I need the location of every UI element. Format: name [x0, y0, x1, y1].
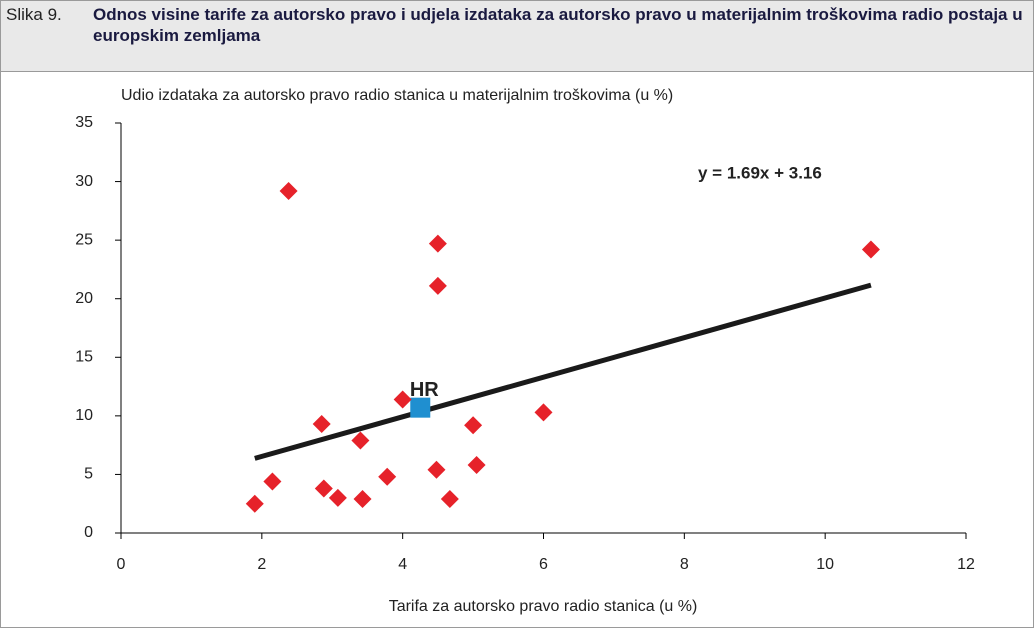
y-tick-label: 5 [84, 466, 93, 483]
point [427, 460, 446, 479]
highlight-label: HR [410, 379, 439, 401]
point [428, 234, 447, 253]
figure-number: Slika 9. [6, 5, 62, 24]
x-tick-label: 4 [398, 556, 407, 573]
y-tick-label: 25 [75, 231, 93, 248]
point [467, 456, 486, 475]
point [328, 488, 347, 507]
x-tick-label: 8 [680, 556, 689, 573]
trendline [254, 282, 872, 461]
y-tick-label: 35 [75, 114, 93, 131]
x-tick-label: 10 [816, 556, 834, 573]
point [314, 479, 333, 498]
y-tick-label: 20 [75, 290, 93, 307]
y-axis-label: Udio izdataka za autorsko pravo radio st… [121, 87, 673, 104]
point [378, 467, 397, 486]
point [428, 276, 447, 295]
chart-title: Odnos visine tarife za autorsko pravo i … [93, 5, 1023, 45]
point [245, 494, 264, 513]
figure-header: Slika 9. Odnos visine tarife za autorsko… [1, 1, 1033, 72]
point [351, 431, 370, 450]
x-tick-label: 6 [539, 556, 548, 573]
x-axis-label: Tarifa za autorsko pravo radio stanica (… [389, 598, 698, 615]
y-tick-label: 0 [84, 524, 93, 541]
point [440, 490, 459, 509]
x-tick-label: 0 [117, 556, 126, 573]
point [263, 472, 282, 491]
x-tick-label: 12 [957, 556, 975, 573]
point [279, 181, 298, 200]
y-tick-label: 10 [75, 407, 93, 424]
point [353, 490, 372, 509]
point [464, 416, 483, 435]
y-tick-label: 30 [75, 173, 93, 190]
y-tick-label: 15 [75, 349, 93, 366]
highlight-point [410, 397, 431, 418]
point [312, 415, 331, 434]
point [534, 403, 553, 422]
x-tick-label: 2 [257, 556, 266, 573]
trendline-label: y = 1.69x + 3.16 [698, 163, 822, 182]
point [393, 390, 412, 409]
point [861, 240, 880, 259]
